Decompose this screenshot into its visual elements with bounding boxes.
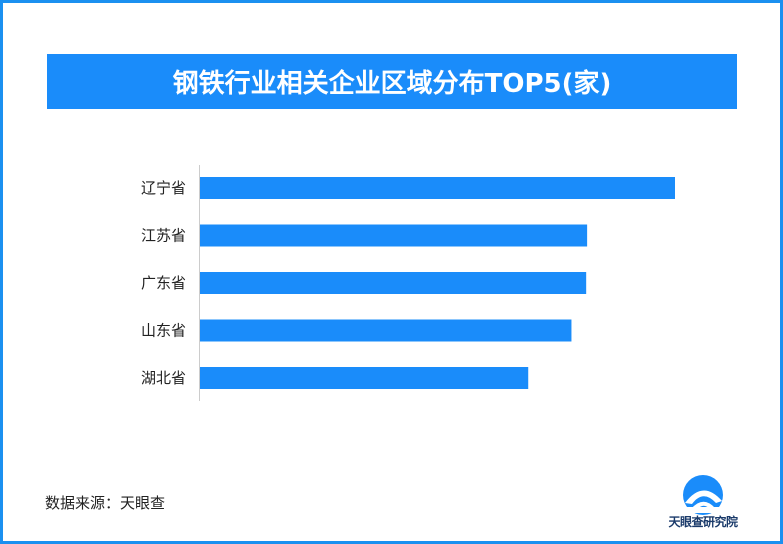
tianyancha-logo-icon: 天眼查研究院: [658, 473, 748, 535]
bar-3: [200, 272, 587, 294]
category-label-1: 辽宁省: [141, 179, 186, 197]
logo-mark-icon: [683, 475, 723, 515]
category-label-3: 广东省: [141, 274, 186, 292]
title-bar: 钢铁行业相关企业区域分布TOP5(家): [47, 54, 737, 109]
bars-layer: [200, 177, 675, 389]
bar-4: [200, 319, 572, 342]
bar-1: [200, 177, 675, 199]
data-source: 数据来源：天眼查: [45, 494, 166, 512]
category-label-2: 江苏省: [141, 227, 186, 245]
chart-title: 钢铁行业相关企业区域分布TOP5(家): [172, 69, 612, 99]
bar-5: [200, 367, 529, 389]
logo-text: 天眼查研究院: [668, 515, 738, 529]
bar-2: [200, 224, 588, 247]
category-label-4: 山东省: [141, 322, 186, 340]
category-label-5: 湖北省: [141, 369, 186, 387]
